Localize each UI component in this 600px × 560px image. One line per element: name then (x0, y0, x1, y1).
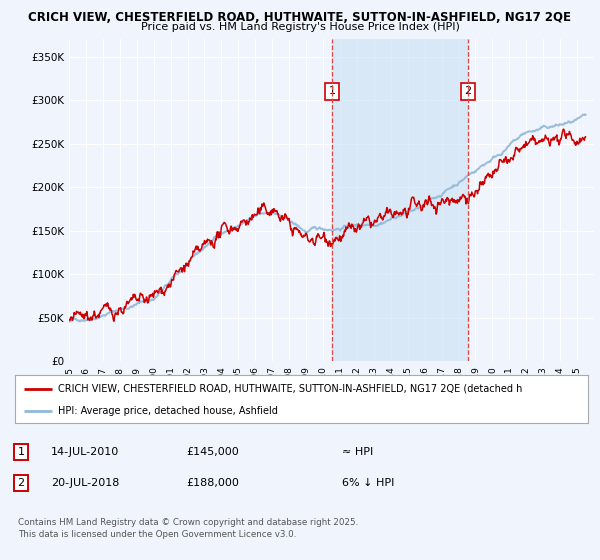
Text: 1: 1 (329, 86, 335, 96)
Text: £188,000: £188,000 (186, 478, 239, 488)
Text: HPI: Average price, detached house, Ashfield: HPI: Average price, detached house, Ashf… (58, 406, 278, 416)
Text: £145,000: £145,000 (186, 447, 239, 457)
Text: 20-JUL-2018: 20-JUL-2018 (51, 478, 119, 488)
Text: CRICH VIEW, CHESTERFIELD ROAD, HUTHWAITE, SUTTON-IN-ASHFIELD, NG17 2QE (detached: CRICH VIEW, CHESTERFIELD ROAD, HUTHWAITE… (58, 384, 523, 394)
Text: 1: 1 (17, 447, 25, 457)
Text: 6% ↓ HPI: 6% ↓ HPI (342, 478, 394, 488)
Text: 14-JUL-2010: 14-JUL-2010 (51, 447, 119, 457)
Text: CRICH VIEW, CHESTERFIELD ROAD, HUTHWAITE, SUTTON-IN-ASHFIELD, NG17 2QE: CRICH VIEW, CHESTERFIELD ROAD, HUTHWAITE… (29, 11, 571, 24)
Text: Contains HM Land Registry data © Crown copyright and database right 2025.
This d: Contains HM Land Registry data © Crown c… (18, 518, 358, 539)
Text: ≈ HPI: ≈ HPI (342, 447, 373, 457)
Text: 2: 2 (17, 478, 25, 488)
Text: 2: 2 (464, 86, 472, 96)
Bar (332, 39, 468, 361)
Text: Price paid vs. HM Land Registry's House Price Index (HPI): Price paid vs. HM Land Registry's House … (140, 22, 460, 32)
